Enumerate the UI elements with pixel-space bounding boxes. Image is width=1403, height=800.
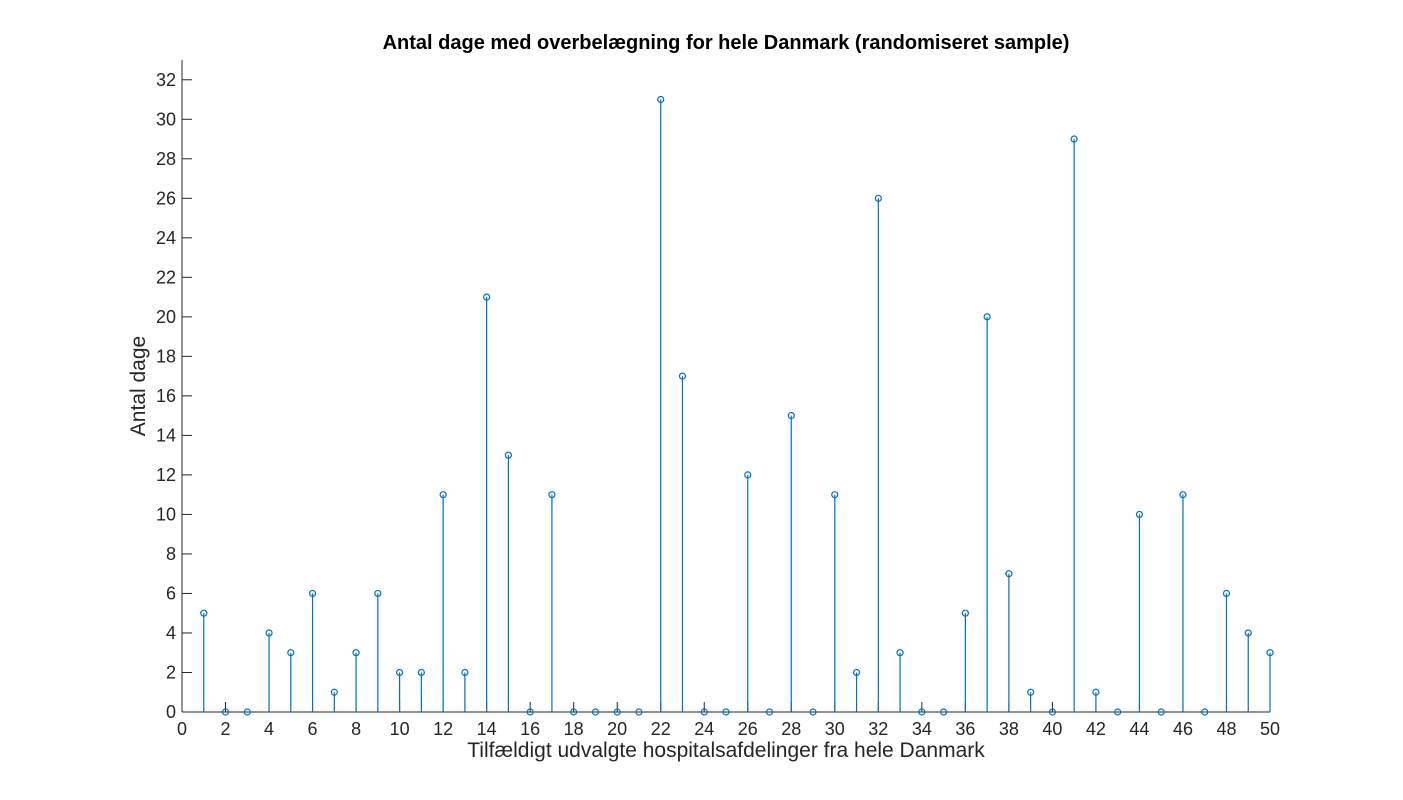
y-tick-label: 20 (156, 307, 176, 327)
stem-marker (809, 708, 817, 716)
chart-title: Antal dage med overbelægning for hele Da… (383, 32, 1070, 54)
stem-marker (700, 708, 708, 716)
stem-marker (1244, 629, 1252, 637)
stem-marker (396, 668, 404, 677)
y-tick-label: 32 (156, 70, 176, 90)
stem-marker (352, 649, 360, 657)
x-tick-label: 40 (1042, 719, 1062, 739)
y-tick-label: 12 (156, 465, 176, 485)
x-tick-label: 48 (1216, 719, 1236, 739)
x-tick-label: 34 (912, 719, 932, 739)
stem-marker (1135, 510, 1144, 519)
stem-marker (896, 649, 904, 657)
x-tick-label: 26 (738, 719, 758, 739)
stem-marker (439, 491, 447, 499)
stem-marker (287, 649, 295, 657)
stem-marker (504, 451, 512, 459)
stem-marker (831, 491, 839, 499)
stem-marker (461, 668, 469, 677)
stem-marker (1027, 688, 1035, 696)
x-tick-label: 16 (520, 719, 540, 739)
y-tick-label: 30 (156, 109, 176, 129)
y-tick-label: 18 (156, 346, 176, 366)
x-tick-label: 50 (1260, 719, 1280, 739)
x-tick-label: 32 (868, 719, 888, 739)
stem-marker (678, 372, 687, 380)
stem-marker (1005, 570, 1013, 578)
y-tick-label: 0 (166, 702, 176, 722)
stem-marker (1266, 649, 1274, 657)
y-tick-label: 8 (166, 544, 176, 564)
stem-marker (417, 668, 425, 677)
stem-marker (613, 708, 621, 716)
stem-marker (570, 708, 578, 716)
stem-marker (1048, 708, 1057, 716)
y-tick-label: 26 (156, 188, 176, 208)
stem-marker (787, 412, 795, 420)
x-tick-label: 24 (694, 719, 714, 739)
y-tick-label: 28 (156, 149, 176, 169)
x-tick-label: 44 (1129, 719, 1149, 739)
y-tick-label: 16 (156, 386, 176, 406)
stem-marker (852, 668, 861, 677)
stem-marker (657, 95, 665, 104)
stem-marker (308, 589, 317, 598)
y-tick-label: 2 (166, 662, 176, 682)
x-tick-label: 28 (781, 719, 801, 739)
x-tick-label: 2 (221, 719, 231, 739)
x-tick-label: 6 (308, 719, 318, 739)
stem-marker (635, 708, 643, 716)
stem-marker (874, 194, 882, 202)
stem-marker (200, 609, 208, 617)
x-tick-label: 46 (1173, 719, 1193, 739)
stem-marker (1179, 491, 1187, 499)
stem-marker (1222, 589, 1231, 598)
y-tick-label: 14 (156, 425, 176, 445)
stem-marker (1070, 135, 1078, 143)
stem-marker (722, 708, 730, 716)
stem-marker (1092, 688, 1100, 696)
stem-marker (744, 471, 752, 479)
stem-marker (526, 708, 534, 716)
x-tick-label: 12 (433, 719, 453, 739)
stem-marker (548, 491, 556, 499)
x-tick-label: 14 (477, 719, 497, 739)
stem-marker (939, 708, 948, 716)
x-tick-label: 0 (177, 719, 187, 739)
stem-marker (1201, 708, 1209, 716)
stem-marker (1114, 708, 1122, 716)
x-tick-label: 30 (825, 719, 845, 739)
stem-marker (483, 293, 491, 301)
y-tick-label: 24 (156, 228, 176, 248)
stem-marker (221, 708, 230, 716)
stem-marker (961, 609, 969, 617)
x-axis-label: Tilfældigt udvalgte hospitalsafdelinger … (467, 739, 985, 762)
x-tick-label: 8 (351, 719, 361, 739)
stem-marker (243, 708, 251, 716)
x-tick-label: 4 (264, 719, 274, 739)
y-tick-label: 6 (166, 583, 176, 603)
x-tick-label: 38 (999, 719, 1019, 739)
x-tick-label: 20 (607, 719, 627, 739)
stem-marker (765, 708, 774, 716)
x-tick-label: 18 (564, 719, 584, 739)
y-tick-label: 4 (166, 623, 176, 643)
x-tick-label: 42 (1086, 719, 1106, 739)
stem-marker (330, 688, 338, 696)
stem-marker (591, 708, 600, 716)
stem-marker (374, 589, 382, 598)
y-axis-label: Antal dage (127, 336, 150, 436)
stem-marker (918, 708, 926, 716)
x-tick-label: 36 (955, 719, 975, 739)
stem-marker (983, 313, 991, 321)
y-tick-label: 10 (156, 504, 176, 524)
stem-marker (265, 629, 273, 637)
x-tick-label: 22 (651, 719, 671, 739)
x-tick-label: 10 (390, 719, 410, 739)
stem-marker (1157, 708, 1165, 716)
y-tick-label: 22 (156, 267, 176, 287)
